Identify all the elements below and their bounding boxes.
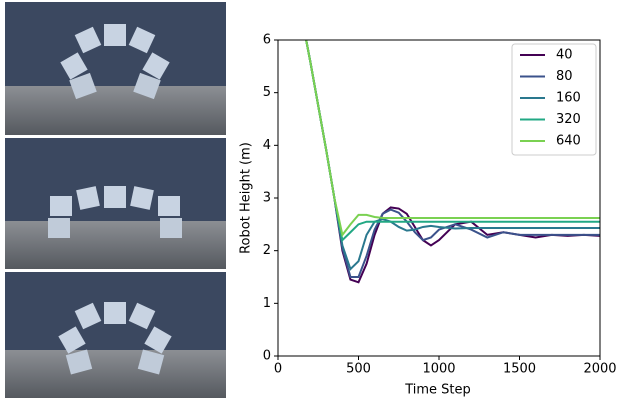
legend-label: 160: [556, 91, 581, 106]
render-panel: [5, 272, 226, 398]
y-tick-label: 4: [263, 138, 271, 153]
legend-label: 80: [556, 69, 573, 84]
x-tick-label: 2000: [583, 362, 616, 377]
y-tick-label: 3: [263, 191, 271, 206]
render-panel: [5, 2, 226, 135]
y-tick-label: 5: [263, 85, 271, 100]
render-panels: [5, 2, 226, 398]
x-tick-label: 1000: [422, 362, 455, 377]
x-tick-label: 500: [346, 362, 371, 377]
page: Time Step Robot Height (m) 0 500 1000 1500 2…: [0, 0, 618, 400]
y-tick-label: 0: [263, 349, 271, 364]
legend-label: 320: [556, 112, 581, 127]
legend-label: 40: [556, 48, 573, 63]
render-panel: [5, 138, 226, 269]
y-tick-label: 6: [263, 33, 271, 48]
legend-label: 640: [556, 134, 581, 149]
x-tick-label: 1500: [503, 362, 536, 377]
x-axis-label: Time Step: [404, 383, 471, 398]
x-tick-label: 0: [274, 362, 282, 377]
legend-box: [512, 44, 596, 155]
y-tick-label: 2: [263, 243, 271, 258]
y-axis-label: Robot Height (m): [239, 142, 254, 254]
y-tick-label: 1: [263, 296, 271, 311]
figure: Time Step Robot Height (m) 0 500 1000 1500 2…: [0, 0, 618, 400]
